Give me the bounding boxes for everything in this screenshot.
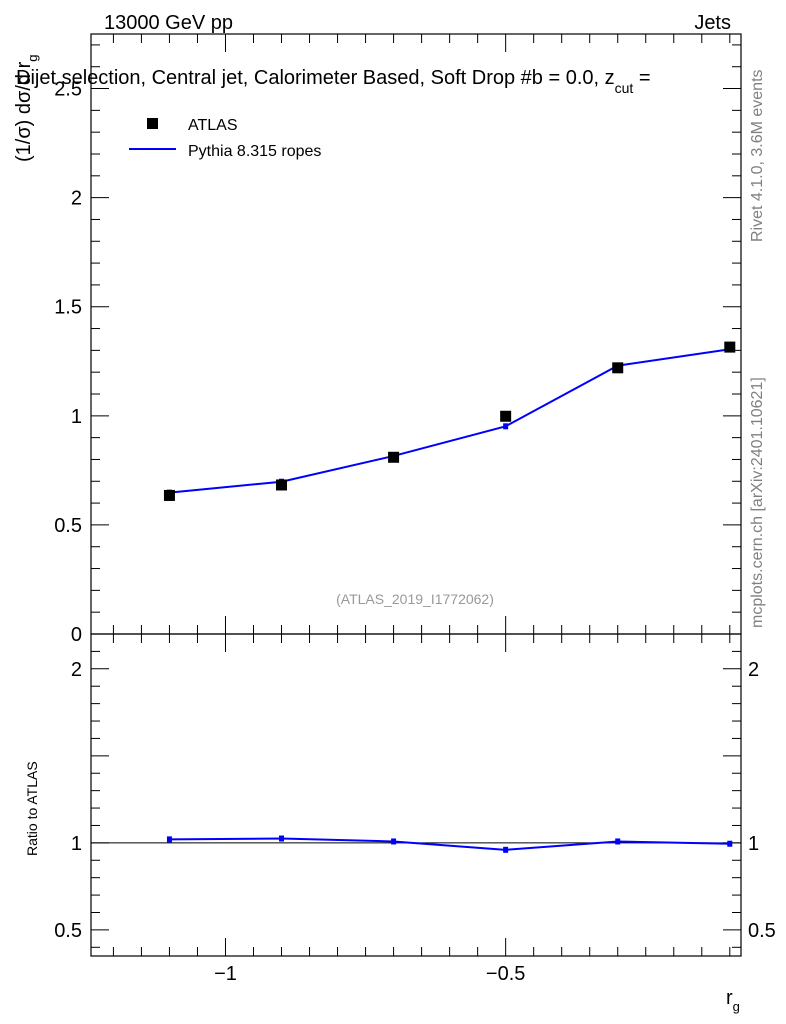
main-y-tick-label: 1.5 — [54, 297, 82, 319]
x-axis-label-sub: g — [733, 999, 740, 1014]
x-tick-label: −1 — [214, 963, 237, 985]
main-y-tick-labels: 0.5 1 1.5 2 2.5 0 — [54, 79, 82, 646]
ratio-point — [391, 838, 397, 845]
x-axis-label-text: r — [726, 987, 733, 1009]
ratio-y-tick-label-left: 1 — [71, 833, 82, 855]
ratio-point — [615, 838, 621, 845]
rivet-version-label: Rivet 4.1.0, 3.6M events — [749, 69, 766, 242]
ratio-y-tick-label-left: 2 — [71, 659, 82, 681]
x-tick-label: −0.5 — [486, 963, 525, 985]
ratio-plot-data — [91, 835, 741, 853]
energy-label: 13000 GeV pp — [104, 12, 233, 34]
atlas-data-point — [500, 410, 512, 422]
main-y-tick-label: 2 — [71, 188, 82, 210]
main-axis-ticks — [91, 34, 741, 634]
process-label: Jets — [694, 12, 731, 34]
main-y-tick-label: 2.5 — [54, 79, 82, 101]
ratio-y-tick-label-right: 2 — [748, 659, 759, 681]
atlas-data-point — [612, 362, 624, 374]
atlas-data-point — [163, 489, 175, 501]
legend-atlas-label: ATLAS — [188, 117, 238, 134]
main-y-tick-label-zero: 0 — [71, 624, 82, 646]
ratio-plot-frame — [90, 633, 742, 957]
plot-title: Dijet selection, Central jet, Calorimete… — [16, 67, 651, 96]
plot-title-cut-sub: cut — [615, 80, 634, 96]
main-y-tick-label: 0.5 — [54, 515, 82, 537]
atlas-data-point — [388, 451, 400, 463]
ratio-y-axis-label-text: Ratio to ATLAS — [24, 761, 40, 856]
atlas-data-point — [276, 479, 288, 491]
legend-atlas-marker — [147, 118, 158, 129]
legend-mc-label: Pythia 8.315 ropes — [188, 143, 321, 160]
ratio-y-axis-label: Ratio to ATLAS — [24, 761, 40, 856]
main-plot-data — [163, 341, 736, 501]
ratio-point — [727, 840, 733, 847]
ratio-line — [169, 837, 730, 851]
mcplots-label: mcplots.cern.ch [arXiv:2401.10621] — [749, 377, 766, 628]
ratio-point — [166, 836, 172, 843]
ratio-tick-labels: 0.5 0.5 1 1 2 2 −1 −0.5 — [54, 659, 776, 985]
svg-text:(1/σ) dσ/d rg: (1/σ) dσ/d rg — [13, 55, 40, 163]
main-y-axis-label: (1/σ) dσ/d rg — [13, 55, 40, 163]
ratio-y-tick-label-right: 0.5 — [748, 920, 776, 942]
x-axis-label: rg — [726, 987, 740, 1014]
main-y-axis-label-text: (1/σ) dσ/d r — [13, 61, 35, 162]
ratio-y-tick-label-right: 1 — [748, 833, 759, 855]
legend: ATLAS Pythia 8.315 ropes — [129, 117, 321, 160]
ratio-point — [279, 835, 285, 842]
analysis-watermark: (ATLAS_2019_I1772062) — [336, 591, 494, 607]
mc-point — [503, 423, 509, 430]
mc-line — [169, 348, 730, 494]
plot-title-tail: = — [633, 67, 650, 89]
plot-title-main: Dijet selection, Central jet, Calorimete… — [16, 67, 615, 89]
atlas-data-point — [724, 341, 736, 353]
ratio-point — [503, 846, 509, 853]
ratio-y-tick-label-left: 0.5 — [54, 920, 82, 942]
main-y-axis-label-sub: g — [25, 55, 40, 62]
main-y-tick-label: 1 — [71, 406, 82, 428]
ratio-axis-ticks — [91, 633, 741, 956]
